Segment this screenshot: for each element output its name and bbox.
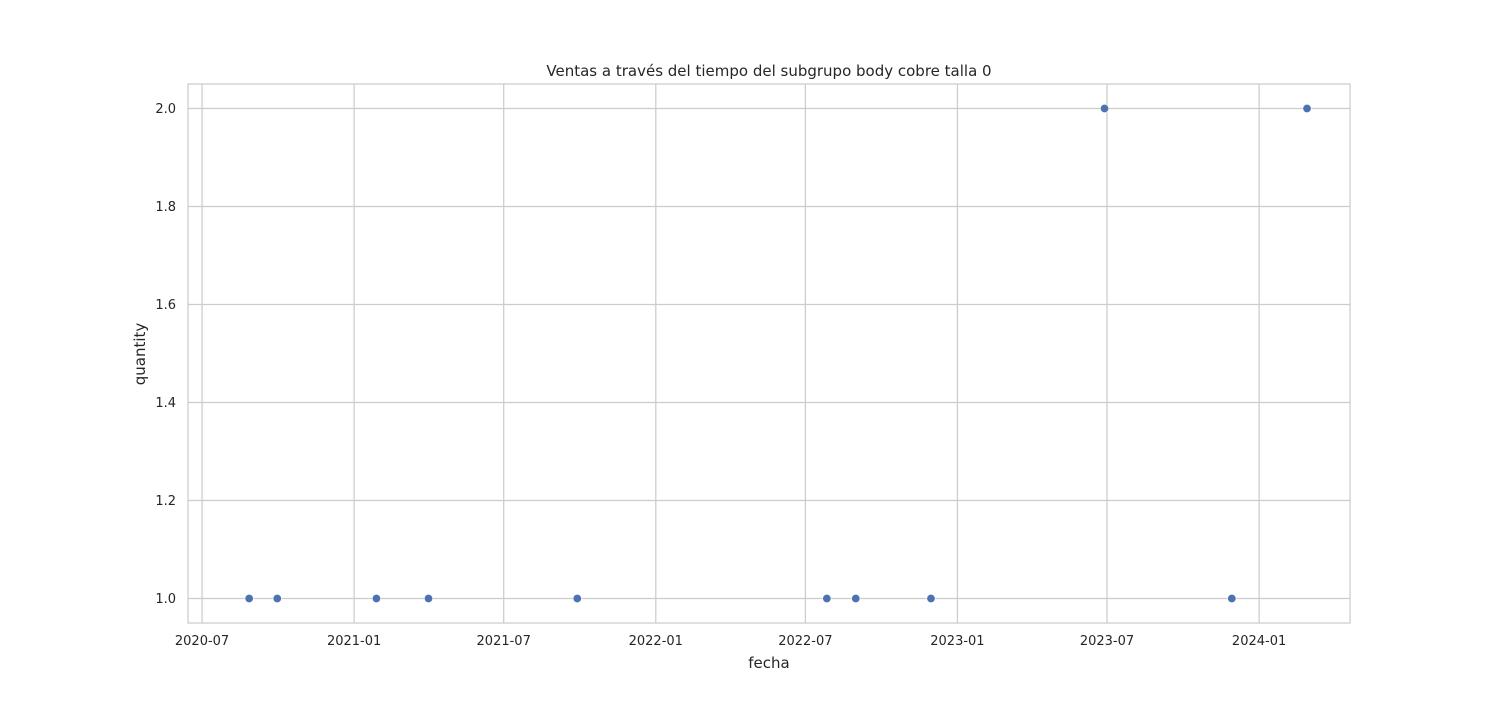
- data-point: [272, 593, 282, 603]
- data-point: [926, 593, 936, 603]
- grid-layer: [188, 84, 1350, 623]
- y-tick-labels: 1.0 1.2 1.4 1.6 1.8 2.0: [155, 102, 176, 607]
- data-point: [1302, 104, 1312, 114]
- y-axis-label: quantity: [131, 323, 149, 386]
- points-layer: [244, 104, 1312, 603]
- y-tick-label: 1.4: [155, 396, 176, 411]
- chart-title: Ventas a través del tiempo del subgrupo …: [546, 62, 991, 80]
- x-tick-label: 2020-07: [175, 634, 229, 649]
- data-point: [851, 593, 861, 603]
- x-tick-label: 2021-07: [477, 634, 531, 649]
- x-tick-label: 2022-01: [629, 634, 683, 649]
- y-tick-label: 1.8: [155, 200, 176, 215]
- y-tick-label: 1.2: [155, 494, 176, 509]
- x-axis-label: fecha: [748, 654, 789, 672]
- data-point: [423, 593, 433, 603]
- y-tick-label: 2.0: [155, 102, 176, 117]
- x-tick-label: 2023-07: [1080, 634, 1134, 649]
- y-tick-label: 1.0: [155, 592, 176, 607]
- x-tick-label: 2023-01: [930, 634, 984, 649]
- x-tick-label: 2022-07: [778, 634, 832, 649]
- data-point: [371, 593, 381, 603]
- data-point: [1227, 593, 1237, 603]
- data-point: [822, 593, 832, 603]
- data-point: [1100, 104, 1110, 114]
- data-point: [572, 593, 582, 603]
- x-tick-label: 2021-01: [327, 634, 381, 649]
- y-tick-label: 1.6: [155, 298, 176, 313]
- x-tick-labels: 2020-07 2021-01 2021-07 2022-01 2022-07 2023-…: [175, 634, 1286, 649]
- data-point: [244, 593, 254, 603]
- x-tick-label: 2024-01: [1232, 634, 1286, 649]
- plot-frame: [187, 83, 1351, 624]
